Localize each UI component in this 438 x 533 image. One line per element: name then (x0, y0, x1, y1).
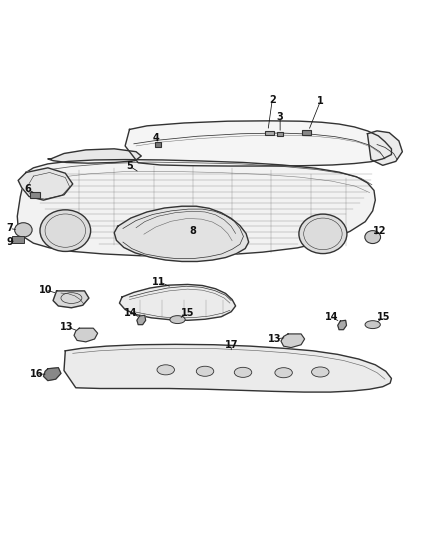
Ellipse shape (196, 366, 214, 376)
Text: 1: 1 (317, 96, 324, 107)
FancyBboxPatch shape (301, 130, 311, 135)
Polygon shape (367, 131, 403, 165)
Text: 15: 15 (181, 308, 194, 318)
Ellipse shape (365, 321, 380, 328)
Polygon shape (120, 285, 236, 320)
Text: 15: 15 (377, 312, 391, 322)
Ellipse shape (157, 365, 174, 375)
Text: 13: 13 (60, 322, 74, 332)
FancyBboxPatch shape (265, 131, 274, 135)
Polygon shape (53, 291, 89, 308)
Ellipse shape (234, 367, 252, 377)
Text: 4: 4 (152, 133, 159, 143)
Polygon shape (48, 149, 141, 163)
Ellipse shape (40, 210, 91, 252)
Ellipse shape (365, 231, 381, 244)
Ellipse shape (275, 368, 292, 378)
Ellipse shape (170, 316, 185, 324)
Text: 12: 12 (373, 225, 386, 236)
Text: 10: 10 (39, 285, 52, 295)
Polygon shape (125, 121, 392, 166)
Ellipse shape (14, 223, 32, 237)
Text: 13: 13 (268, 334, 282, 344)
Text: 11: 11 (152, 277, 166, 287)
Polygon shape (114, 206, 249, 262)
FancyBboxPatch shape (30, 191, 39, 198)
FancyBboxPatch shape (12, 236, 24, 243)
Text: 7: 7 (6, 223, 13, 233)
Polygon shape (17, 159, 375, 256)
Text: 16: 16 (30, 369, 43, 379)
Polygon shape (43, 368, 61, 381)
Polygon shape (74, 328, 98, 342)
Ellipse shape (311, 367, 329, 377)
Text: 14: 14 (325, 312, 339, 322)
Polygon shape (338, 320, 346, 329)
Polygon shape (137, 316, 146, 325)
FancyBboxPatch shape (155, 142, 161, 147)
Text: 6: 6 (25, 184, 31, 195)
Polygon shape (64, 344, 392, 392)
Text: 5: 5 (126, 161, 133, 171)
Polygon shape (18, 168, 73, 200)
Text: 17: 17 (225, 340, 238, 350)
Text: 9: 9 (6, 237, 13, 247)
Text: 8: 8 (189, 227, 196, 236)
Text: 2: 2 (269, 95, 276, 104)
Ellipse shape (299, 214, 347, 254)
Polygon shape (281, 334, 304, 348)
Text: 14: 14 (124, 308, 138, 318)
Text: 3: 3 (277, 111, 283, 122)
FancyBboxPatch shape (277, 132, 283, 136)
